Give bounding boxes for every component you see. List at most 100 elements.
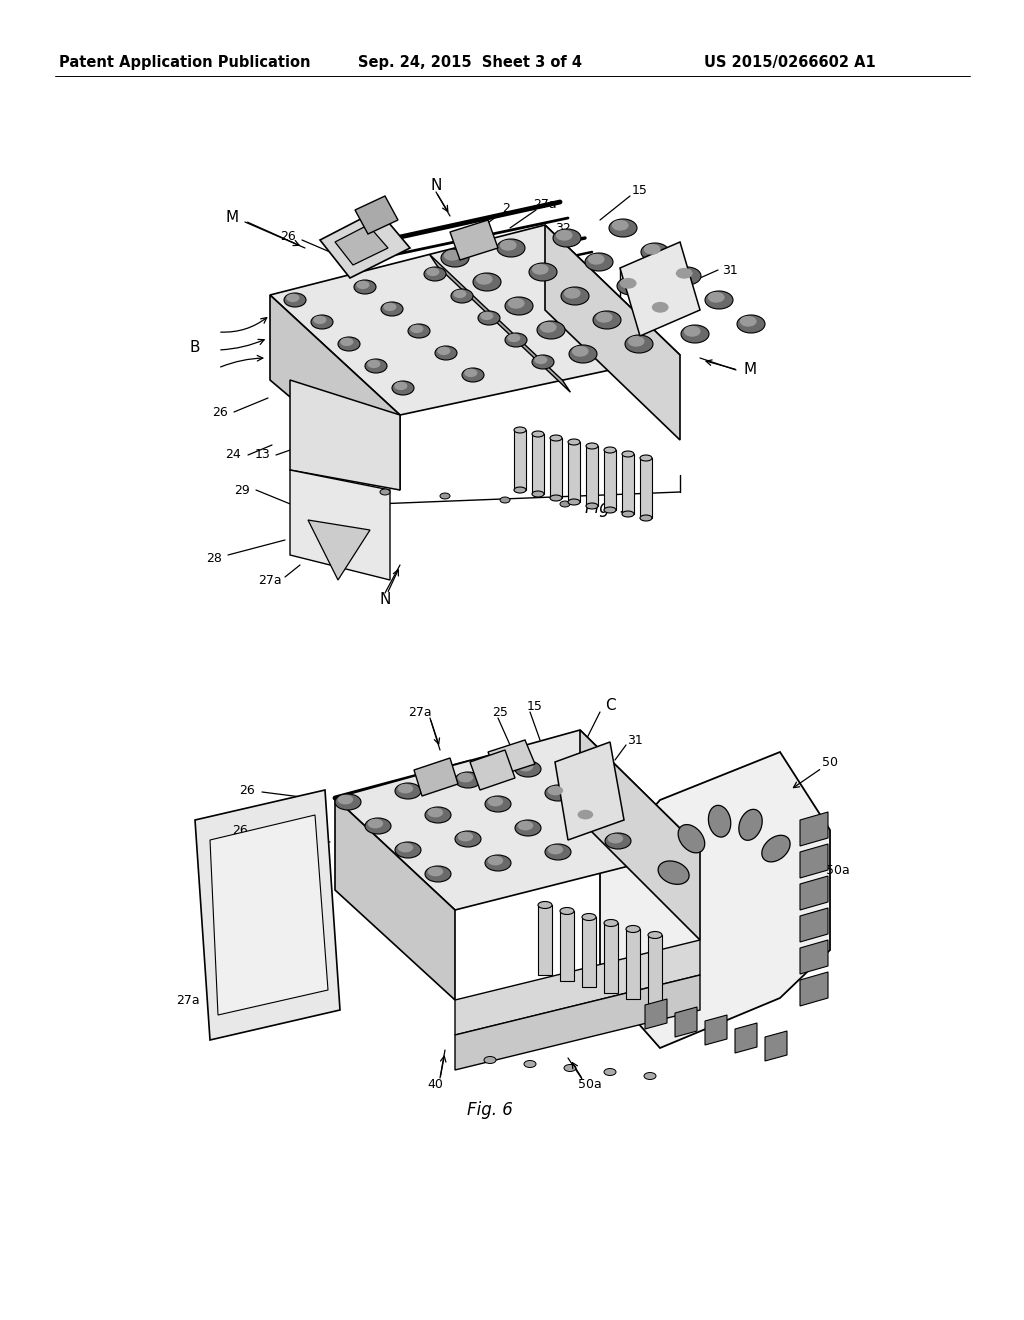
Ellipse shape [425, 807, 451, 822]
Polygon shape [532, 434, 544, 494]
Ellipse shape [517, 762, 534, 771]
Ellipse shape [604, 920, 618, 927]
Ellipse shape [676, 268, 692, 279]
Polygon shape [648, 935, 662, 1005]
Text: 26: 26 [212, 405, 228, 418]
Text: 27a: 27a [176, 994, 200, 1006]
Text: M: M [225, 210, 239, 226]
Ellipse shape [709, 805, 731, 837]
Text: 32: 32 [555, 222, 570, 235]
Text: 40: 40 [427, 1078, 443, 1092]
Text: N: N [379, 593, 391, 607]
Ellipse shape [500, 240, 516, 251]
Ellipse shape [648, 932, 662, 939]
Polygon shape [800, 843, 828, 878]
Ellipse shape [532, 432, 544, 437]
Ellipse shape [532, 491, 544, 498]
Ellipse shape [762, 836, 791, 862]
Ellipse shape [582, 913, 596, 920]
Polygon shape [620, 242, 700, 337]
Ellipse shape [529, 263, 557, 281]
Polygon shape [514, 430, 526, 490]
Ellipse shape [437, 347, 451, 355]
Polygon shape [538, 906, 552, 975]
Ellipse shape [380, 488, 390, 495]
Ellipse shape [515, 820, 541, 836]
Ellipse shape [311, 315, 333, 329]
Text: US 2015/0266602 A1: US 2015/0266602 A1 [705, 54, 876, 70]
Ellipse shape [473, 273, 501, 290]
Ellipse shape [708, 292, 725, 302]
Polygon shape [800, 812, 828, 846]
Text: 26: 26 [281, 231, 296, 243]
Polygon shape [195, 789, 340, 1040]
Ellipse shape [354, 280, 376, 294]
Ellipse shape [556, 230, 572, 240]
Ellipse shape [435, 346, 457, 360]
Ellipse shape [532, 355, 554, 370]
Text: 13: 13 [255, 449, 271, 462]
Ellipse shape [505, 333, 527, 347]
Ellipse shape [425, 866, 451, 882]
Polygon shape [335, 799, 455, 1001]
Ellipse shape [455, 832, 481, 847]
Polygon shape [335, 730, 700, 909]
Polygon shape [308, 520, 370, 579]
Polygon shape [800, 940, 828, 974]
Ellipse shape [604, 447, 616, 453]
Polygon shape [582, 917, 596, 987]
Polygon shape [568, 442, 580, 502]
Ellipse shape [739, 315, 757, 326]
Polygon shape [470, 750, 515, 789]
Ellipse shape [538, 902, 552, 908]
Text: Sep. 24, 2015  Sheet 3 of 4: Sep. 24, 2015 Sheet 3 of 4 [358, 54, 582, 70]
Ellipse shape [458, 832, 473, 841]
Ellipse shape [462, 368, 484, 381]
Text: 50: 50 [822, 755, 838, 768]
Ellipse shape [515, 762, 541, 777]
Ellipse shape [626, 925, 640, 932]
Ellipse shape [620, 279, 637, 289]
Polygon shape [675, 1007, 697, 1038]
Ellipse shape [397, 842, 414, 853]
Ellipse shape [365, 818, 391, 834]
Text: Fig. 6: Fig. 6 [467, 1101, 513, 1119]
Polygon shape [622, 454, 634, 513]
Ellipse shape [588, 253, 604, 265]
Ellipse shape [428, 808, 443, 817]
Ellipse shape [284, 293, 306, 308]
Ellipse shape [550, 436, 562, 441]
Ellipse shape [368, 818, 383, 829]
Text: 50a: 50a [579, 1078, 602, 1092]
Ellipse shape [426, 268, 439, 276]
Polygon shape [335, 224, 388, 265]
Ellipse shape [424, 267, 446, 281]
Text: 26: 26 [232, 824, 248, 837]
Ellipse shape [644, 244, 660, 255]
Ellipse shape [443, 249, 461, 261]
Ellipse shape [313, 315, 327, 325]
Ellipse shape [625, 335, 653, 352]
Ellipse shape [497, 239, 525, 257]
Ellipse shape [508, 298, 524, 309]
Polygon shape [488, 741, 535, 776]
Ellipse shape [649, 301, 677, 319]
Ellipse shape [517, 821, 534, 830]
Ellipse shape [368, 359, 380, 368]
Polygon shape [455, 975, 700, 1071]
Ellipse shape [441, 249, 469, 267]
Text: 26: 26 [240, 784, 255, 796]
Polygon shape [604, 923, 618, 993]
Ellipse shape [564, 1064, 575, 1072]
Polygon shape [640, 458, 652, 517]
Ellipse shape [652, 302, 669, 313]
Ellipse shape [451, 289, 473, 304]
Polygon shape [414, 758, 458, 796]
Polygon shape [290, 470, 390, 579]
Text: M: M [743, 363, 757, 378]
Text: 2: 2 [502, 202, 510, 214]
Ellipse shape [605, 833, 631, 849]
Ellipse shape [485, 855, 511, 871]
Ellipse shape [739, 809, 762, 841]
Polygon shape [545, 224, 680, 440]
